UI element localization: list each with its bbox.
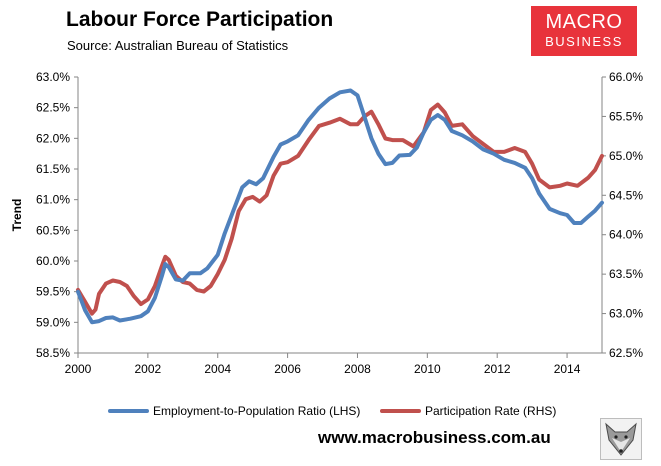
x-tick-label: 2008 <box>344 362 371 376</box>
y-left-tick-label: 62.0% <box>36 131 70 145</box>
y-right-tick-label: 64.5% <box>609 188 643 202</box>
x-tick-label: 2014 <box>554 362 581 376</box>
y-left-tick-label: 63.0% <box>36 70 70 84</box>
footer-url: www.macrobusiness.com.au <box>318 428 551 447</box>
legend-employment-ratio-label: Employment-to-Population Ratio (LHS) <box>153 404 360 418</box>
x-tick-label: 2000 <box>65 362 92 376</box>
y-right-tick-label: 65.0% <box>609 149 643 163</box>
y-right-tick-label: 64.0% <box>609 228 643 242</box>
x-tick-label: 2004 <box>204 362 231 376</box>
legend-participation-rate-label: Participation Rate (RHS) <box>425 404 556 418</box>
y-left-tick-label: 59.5% <box>36 285 70 299</box>
y-right-tick-label: 62.5% <box>609 346 643 360</box>
macrobusiness-logo: MACRO BUSINESS <box>531 6 637 56</box>
y-left-tick-label: 61.5% <box>36 162 70 176</box>
x-tick-label: 2010 <box>414 362 441 376</box>
fox-head-icon <box>600 418 642 460</box>
series-line-employment-ratio <box>76 88 604 325</box>
y-left-tick-label: 60.0% <box>36 254 70 268</box>
y-right-tick-label: 63.5% <box>609 267 643 281</box>
x-tick-label: 2012 <box>484 362 511 376</box>
y-left-tick-label: 61.0% <box>36 193 70 207</box>
chart-title: Labour Force Participation <box>66 8 334 31</box>
y-left-tick-label: 62.5% <box>36 101 70 115</box>
y-left-tick-label: 59.0% <box>36 315 70 329</box>
logo-line-macro: MACRO <box>545 11 623 33</box>
y-right-tick-label: 65.5% <box>609 109 643 123</box>
y-left-tick-label: 60.5% <box>36 223 70 237</box>
y-axis-title: Trend <box>10 199 24 232</box>
y-left-tick-label: 58.5% <box>36 346 70 360</box>
chart-subtitle: Source: Australian Bureau of Statistics <box>67 38 289 53</box>
series-line-participation-rate <box>76 102 604 316</box>
x-tick-label: 2006 <box>274 362 301 376</box>
y-right-tick-label: 66.0% <box>609 70 643 84</box>
y-right-tick-label: 63.0% <box>609 307 643 321</box>
logo-line-business: BUSINESS <box>545 34 623 49</box>
x-tick-label: 2002 <box>135 362 162 376</box>
